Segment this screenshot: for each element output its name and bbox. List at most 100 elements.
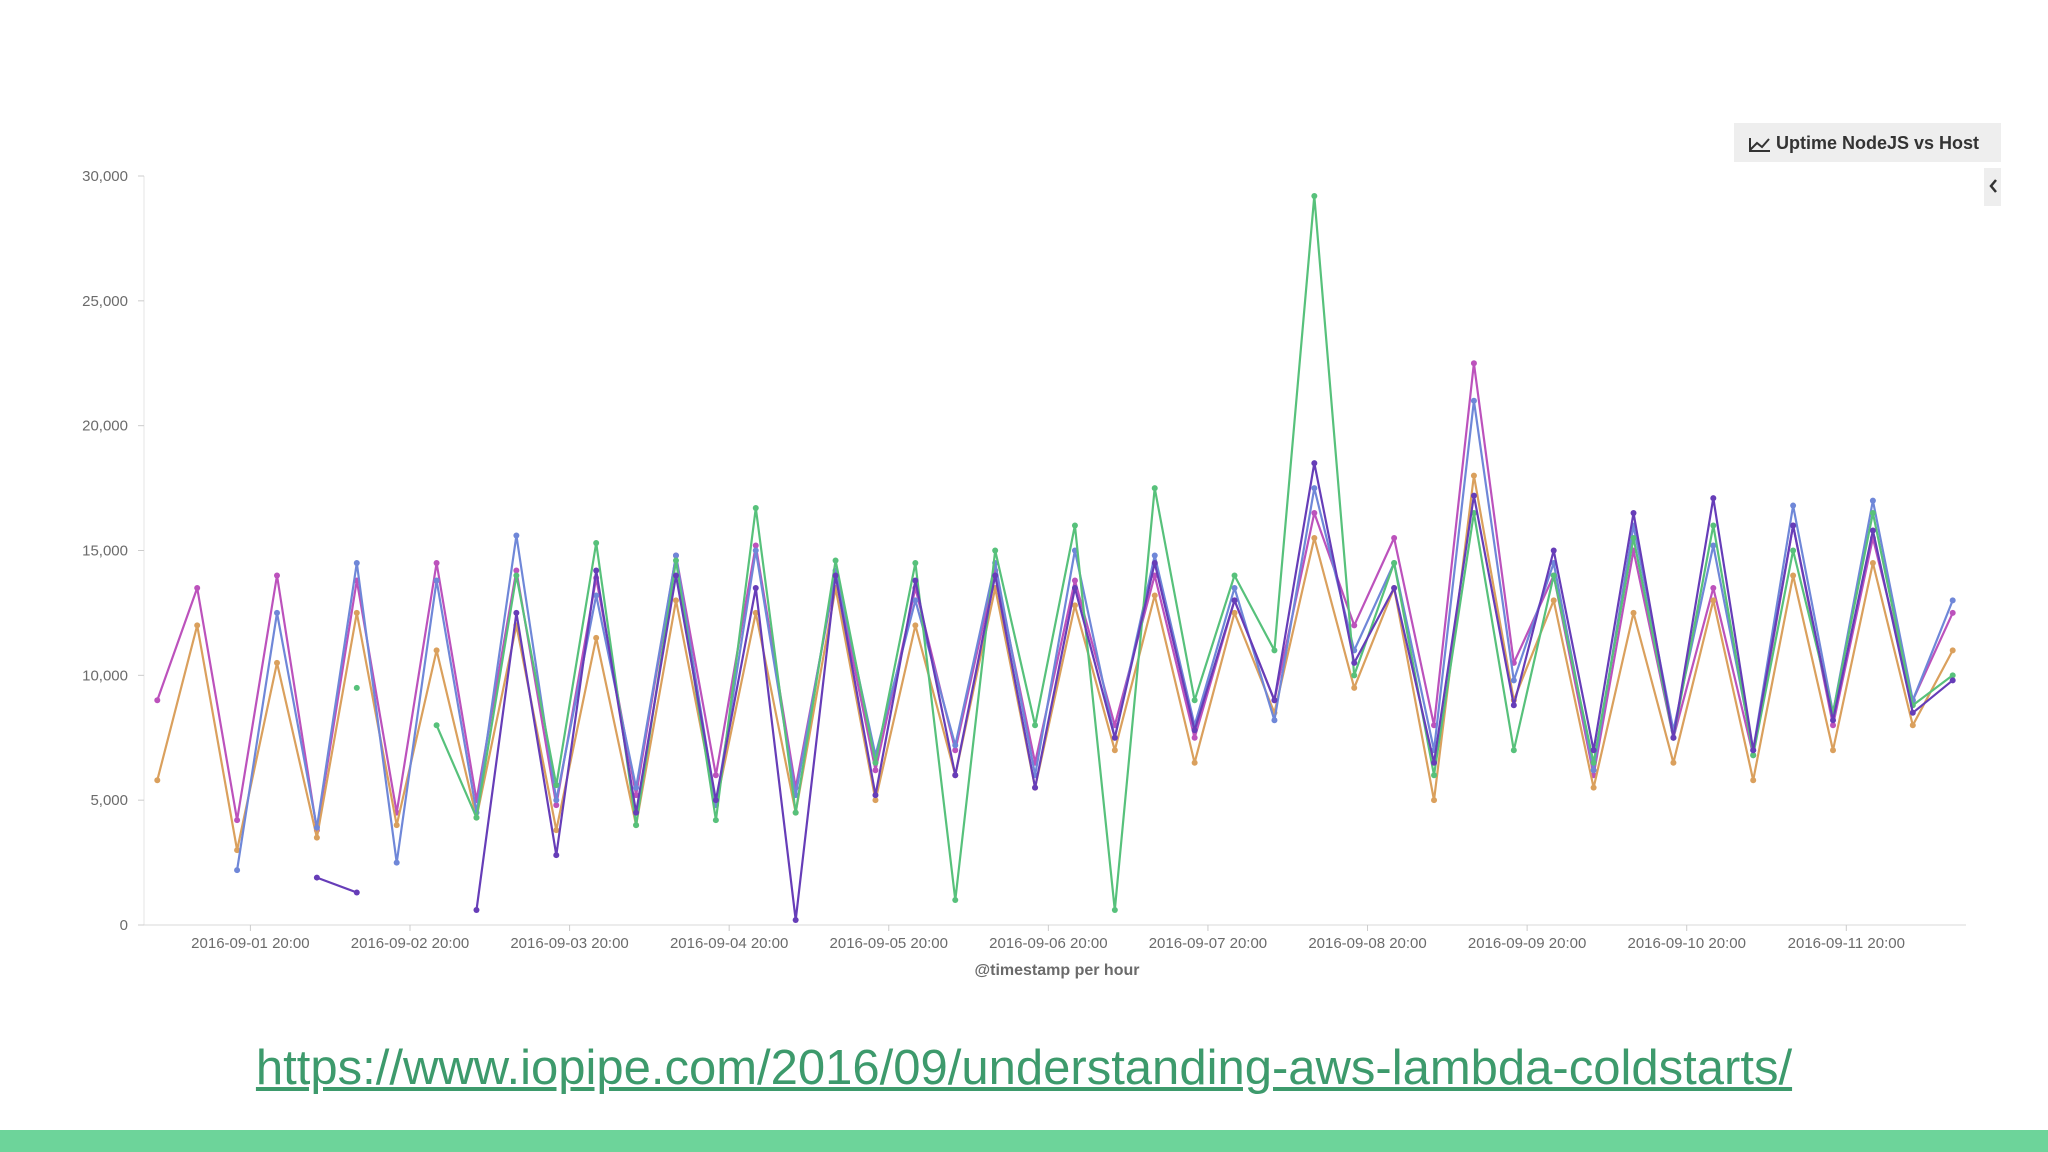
line-chart-icon: [1749, 138, 1770, 152]
data-point: [353, 559, 360, 566]
data-point: [952, 747, 959, 754]
data-point: [433, 722, 440, 729]
data-point: [633, 809, 640, 816]
data-point: [1949, 597, 1956, 604]
data-point: [1231, 572, 1238, 579]
data-point: [1431, 759, 1438, 766]
series-line: [316, 462, 1954, 922]
data-point: [872, 797, 879, 804]
data-point: [1191, 759, 1198, 766]
data-point: [672, 572, 679, 579]
source-link[interactable]: https://www.iopipe.com/2016/09/understan…: [255, 1041, 1793, 1095]
data-point: [1151, 592, 1158, 599]
data-point: [1750, 752, 1757, 759]
data-point: [1071, 602, 1078, 609]
data-point: [832, 557, 839, 564]
data-point: [1470, 492, 1477, 499]
data-point: [1311, 510, 1318, 517]
x-tick-label: 2016-09-03 20:00: [510, 935, 628, 952]
data-point: [752, 547, 759, 554]
data-point: [1032, 722, 1039, 729]
data-point: [1710, 542, 1717, 549]
data-point: [1710, 522, 1717, 529]
title-button[interactable]: [1734, 123, 2001, 162]
y-tick-label: 25,000: [82, 293, 128, 310]
data-point: [912, 622, 919, 629]
data-point: [433, 577, 440, 584]
data-point: [1470, 397, 1477, 404]
data-point: [872, 767, 879, 774]
data-point: [553, 852, 560, 859]
data-point: [1111, 747, 1118, 754]
data-point: [1710, 597, 1717, 604]
data-point: [1869, 559, 1876, 566]
data-point: [194, 622, 201, 629]
data-point: [353, 609, 360, 616]
data-point: [313, 874, 320, 881]
data-point: [1111, 734, 1118, 741]
data-point: [1630, 535, 1637, 542]
footer-bar: [0, 1130, 2048, 1152]
data-point: [154, 697, 161, 704]
data-point: [154, 777, 161, 784]
data-point: [912, 559, 919, 566]
data-point: [792, 917, 799, 924]
x-tick-label: 2016-09-08 20:00: [1308, 935, 1426, 952]
data-point: [1670, 759, 1677, 766]
data-point: [1949, 677, 1956, 684]
data-point: [1590, 784, 1597, 791]
series-line: [156, 362, 1954, 832]
data-point: [1431, 797, 1438, 804]
data-point: [672, 552, 679, 559]
data-point: [553, 827, 560, 834]
data-point: [1590, 747, 1597, 754]
data-point: [633, 784, 640, 791]
data-point: [1311, 535, 1318, 542]
data-point: [1071, 522, 1078, 529]
data-point: [992, 572, 999, 579]
data-point: [234, 817, 241, 824]
data-point: [1391, 584, 1398, 591]
data-point: [912, 577, 919, 584]
y-tick-label: 20,000: [82, 418, 128, 435]
data-point: [273, 659, 280, 666]
data-point: [752, 584, 759, 591]
data-point: [1351, 659, 1358, 666]
data-point: [353, 889, 360, 896]
x-tick-label: 2016-09-01 20:00: [191, 935, 309, 952]
data-point: [1510, 677, 1517, 684]
data-point: [1830, 717, 1837, 724]
data-point: [752, 609, 759, 616]
data-point: [473, 907, 480, 914]
data-point: [553, 797, 560, 804]
data-point: [1231, 597, 1238, 604]
data-point: [1949, 672, 1956, 679]
data-point: [1391, 535, 1398, 542]
data-point: [1271, 717, 1278, 724]
data-point: [553, 782, 560, 789]
data-point: [952, 742, 959, 749]
data-point: [1510, 702, 1517, 709]
data-point: [1311, 485, 1318, 492]
data-point: [1830, 747, 1837, 754]
data-point: [1191, 697, 1198, 704]
data-point: [952, 897, 959, 904]
data-point: [1391, 559, 1398, 566]
series-line: [236, 399, 1954, 871]
chart-title: Uptime NodeJS vs Host: [1776, 133, 1979, 153]
data-point: [1710, 584, 1717, 591]
data-point: [593, 592, 600, 599]
data-point: [1271, 647, 1278, 654]
data-point: [1431, 772, 1438, 779]
data-point: [1670, 734, 1677, 741]
y-tick-label: 15,000: [82, 543, 128, 560]
data-point: [1231, 609, 1238, 616]
data-point: [313, 834, 320, 841]
x-tick-label: 2016-09-02 20:00: [351, 935, 469, 952]
data-point: [712, 817, 719, 824]
data-point: [593, 540, 600, 547]
data-point: [1311, 460, 1318, 467]
data-point: [473, 814, 480, 821]
data-point: [672, 597, 679, 604]
x-tick-label: 2016-09-06 20:00: [989, 935, 1107, 952]
